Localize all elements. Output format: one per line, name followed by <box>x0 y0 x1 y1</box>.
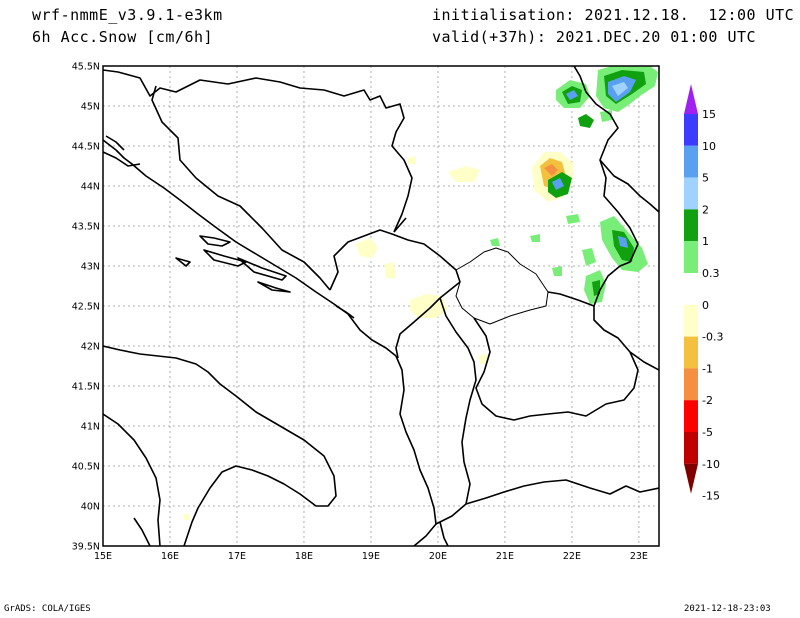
lat-tick-label: 40.5N <box>72 462 100 473</box>
coastlines-borders <box>103 66 659 546</box>
lat-tick-label: 40N <box>81 502 100 513</box>
lon-tick-label: 22E <box>563 551 581 562</box>
map-grid <box>103 66 659 546</box>
colorbar-label: -0.3 <box>702 331 723 344</box>
lat-tick-label: 42N <box>81 342 100 353</box>
lon-tick-label: 19E <box>362 551 380 562</box>
colorbar-label: -10 <box>702 458 720 471</box>
colorbar-box <box>684 336 698 369</box>
lat-tick-label: 45.5N <box>72 62 100 73</box>
lon-tick-label: 17E <box>228 551 246 562</box>
colorbar-min-arrow <box>684 463 698 494</box>
colorbar-label: 1 <box>702 235 709 248</box>
colorbar-label: 5 <box>702 172 709 185</box>
lon-tick-label: 21E <box>496 551 514 562</box>
snow-field <box>184 66 658 520</box>
colorbar-box <box>684 209 698 242</box>
lat-tick-label: 43N <box>81 262 100 273</box>
lon-tick-label: 20E <box>429 551 447 562</box>
lat-tick-label: 42.5N <box>72 302 100 313</box>
lat-tick-label: 44N <box>81 182 100 193</box>
colorbar-label: 15 <box>702 108 716 121</box>
colorbar-label: -2 <box>702 394 713 407</box>
colorbar-label: 10 <box>702 140 716 153</box>
lat-tick-label: 41.5N <box>72 382 100 393</box>
lon-tick-label: 15E <box>94 551 112 562</box>
lat-tick-label: 41N <box>81 422 100 433</box>
colorbar-box <box>684 273 698 305</box>
footer-left: GrADS: COLA/IGES <box>4 604 91 614</box>
colorbar-label: -15 <box>702 490 720 503</box>
colorbar-box <box>684 177 698 210</box>
lon-tick-label: 16E <box>161 551 179 562</box>
colorbar-label: 0.3 <box>702 267 720 280</box>
colorbar-box <box>684 432 698 464</box>
lon-tick-label: 18E <box>295 551 313 562</box>
colorbar-label: -1 <box>702 362 713 375</box>
colorbar-label: -5 <box>702 426 713 439</box>
colorbar-box <box>684 400 698 432</box>
lat-tick-label: 39.5N <box>72 542 100 553</box>
lat-tick-label: 45N <box>81 102 100 113</box>
colorbar-label: 0 <box>702 299 709 312</box>
colorbar-box <box>684 241 698 273</box>
model-title: wrf-nmmE_v3.9.1-e3km <box>32 6 223 24</box>
map-frame <box>102 65 660 547</box>
colorbar-box <box>684 304 698 337</box>
footer-right: 2021-12-18-23:03 <box>684 604 771 614</box>
lat-axis: 45.5N 45N 44.5N 44N 43.5N 43N 42.5N 42N 41.5N 41N… <box>72 62 100 553</box>
colorbar-label: 2 <box>702 203 709 216</box>
lat-tick-label: 43.5N <box>72 222 100 233</box>
colorbar-box <box>684 114 698 146</box>
lon-axis: 15E 16E 17E 18E 19E 20E 21E 22E 23E <box>94 551 648 562</box>
colorbar-box <box>684 368 698 401</box>
lat-tick-label: 44.5N <box>72 142 100 153</box>
colorbar-box <box>684 145 698 178</box>
valid-time: valid(+37h): 2021.DEC.20 01:00 UTC <box>432 28 757 46</box>
init-time: initialisation: 2021.12.18. 12:00 UTC <box>432 6 795 24</box>
variable-title: 6h Acc.Snow [cm/6h] <box>32 28 214 46</box>
colorbar: 15 10 5 2 1 0.3 0 -0.3 -1 -2 -5 -10 -15 <box>684 84 723 503</box>
colorbar-max-arrow <box>684 84 698 114</box>
lon-tick-label: 23E <box>630 551 648 562</box>
